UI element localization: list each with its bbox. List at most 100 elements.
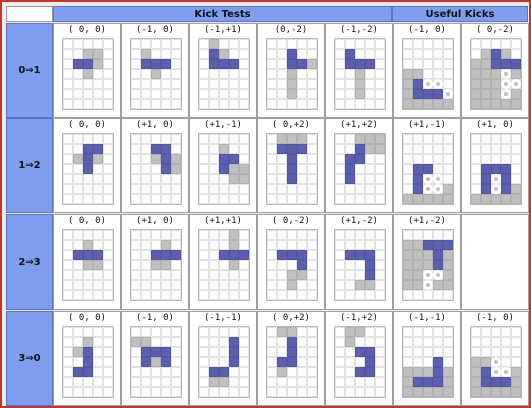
- grid-square: [63, 250, 73, 260]
- grid-square: [103, 280, 113, 290]
- grid-square: [73, 49, 83, 59]
- piece-block: [73, 367, 83, 377]
- grid-square: [161, 184, 171, 194]
- grid-square: [63, 230, 73, 240]
- filled-block: [433, 194, 443, 204]
- piece-block: [355, 59, 365, 69]
- filled-block: [471, 99, 481, 109]
- grid-square: [131, 59, 141, 69]
- grid-square: [73, 327, 83, 337]
- grid-square: [267, 69, 277, 79]
- grid-square: [413, 154, 423, 164]
- piece-block: [161, 347, 171, 357]
- filled-block: [141, 49, 151, 59]
- piece-block: [83, 154, 93, 164]
- grid-square: [73, 144, 83, 154]
- grid-square: [131, 327, 141, 337]
- useful-kick-cell: (-1, 0): [461, 311, 529, 406]
- grid-square: [83, 184, 93, 194]
- empty-dot-block: [501, 89, 511, 99]
- filled-block: [511, 194, 521, 204]
- grid-square: [199, 174, 209, 184]
- grid-square: [83, 79, 93, 89]
- grid-square: [335, 39, 345, 49]
- grid-square: [171, 39, 181, 49]
- empty-dot-block: [423, 79, 433, 89]
- grid-square: [501, 39, 511, 49]
- filled-block: [413, 367, 423, 377]
- grid-square: [433, 164, 443, 174]
- grid-square: [287, 240, 297, 250]
- grid-square: [345, 387, 355, 397]
- grid-square: [403, 290, 413, 300]
- filled-block: [511, 69, 521, 79]
- grid-square: [287, 184, 297, 194]
- grid-square: [491, 347, 501, 357]
- piece-block: [491, 377, 501, 387]
- grid-square: [83, 230, 93, 240]
- kick-offset-label: (-1,-1): [408, 313, 446, 323]
- grid-square: [103, 154, 113, 164]
- grid-square: [297, 337, 307, 347]
- grid-square: [365, 337, 375, 347]
- grid-square: [307, 49, 317, 59]
- grid-square: [93, 290, 103, 300]
- grid-square: [171, 144, 181, 154]
- grid-square: [413, 347, 423, 357]
- filled-block: [501, 99, 511, 109]
- grid-square: [307, 89, 317, 99]
- grid-square: [199, 250, 209, 260]
- grid-square: [335, 174, 345, 184]
- grid-square: [355, 337, 365, 347]
- filled-block: [491, 194, 501, 204]
- grid-square: [375, 337, 385, 347]
- empty-dot-block: [433, 174, 443, 184]
- grid-square: [403, 39, 413, 49]
- piece-block: [297, 59, 307, 69]
- grid-square: [239, 184, 249, 194]
- kick-offset-label: (-1,-1): [204, 313, 242, 323]
- grid-square: [335, 327, 345, 337]
- piece-block: [287, 49, 297, 59]
- grid-square: [229, 280, 239, 290]
- grid-square: [141, 144, 151, 154]
- filled-block: [413, 260, 423, 270]
- grid-square: [443, 347, 453, 357]
- grid-square: [297, 357, 307, 367]
- grid-square: [199, 39, 209, 49]
- grid-square: [267, 270, 277, 280]
- filled-block: [511, 89, 521, 99]
- grid-square: [277, 377, 287, 387]
- grid-square: [131, 144, 141, 154]
- filled-block: [443, 184, 453, 194]
- grid-square: [307, 347, 317, 357]
- grid-square: [83, 194, 93, 204]
- grid-square: [141, 164, 151, 174]
- piece-grid: [334, 229, 386, 301]
- grid-square: [131, 347, 141, 357]
- kick-offset-label: (+1, 0): [136, 120, 174, 130]
- grid-square: [375, 154, 385, 164]
- piece-block: [83, 347, 93, 357]
- grid-square: [423, 154, 433, 164]
- piece-block: [83, 357, 93, 367]
- grid-square: [219, 99, 229, 109]
- piece-block: [355, 154, 365, 164]
- piece-block: [345, 164, 355, 174]
- grid-square: [239, 357, 249, 367]
- grid-square: [267, 280, 277, 290]
- grid-square: [345, 367, 355, 377]
- grid-square: [93, 240, 103, 250]
- grid-square: [151, 290, 161, 300]
- piece-block: [413, 164, 423, 174]
- grid-square: [345, 79, 355, 89]
- grid-square: [365, 184, 375, 194]
- grid-square: [375, 270, 385, 280]
- grid-square: [287, 260, 297, 270]
- grid-square: [375, 280, 385, 290]
- grid-square: [219, 327, 229, 337]
- piece-block: [433, 240, 443, 250]
- filled-block: [443, 280, 453, 290]
- grid-square: [209, 79, 219, 89]
- piece-block: [433, 357, 443, 367]
